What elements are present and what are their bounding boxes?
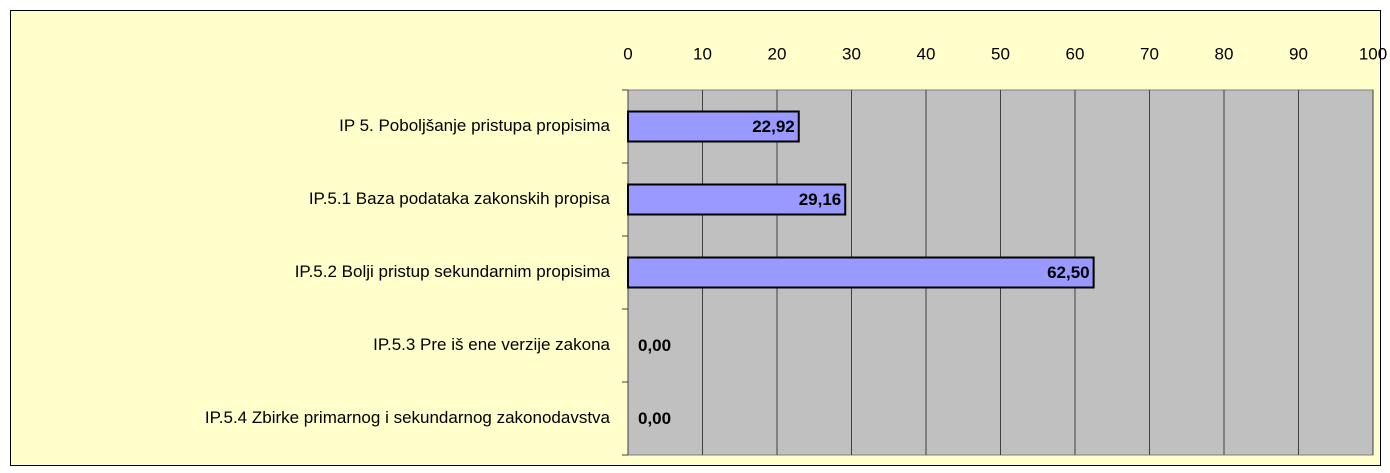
y-tick-label: IP.5.4 Zbirke primarnog i sekundarnog za… <box>205 408 611 427</box>
bar <box>627 256 1095 289</box>
y-tick-label: IP 5. Poboljšanje pristupa propisima <box>339 116 610 135</box>
x-tick-label: 60 <box>1066 44 1085 63</box>
bar <box>627 183 847 216</box>
y-tick-label: IP.5.1 Baza podataka zakonskih propisa <box>309 189 611 208</box>
bar <box>627 110 800 143</box>
x-tick-label: 40 <box>917 44 936 63</box>
y-tick-label: IP.5.3 Pre iš ene verzije zakona <box>373 335 610 354</box>
x-tick-label: 30 <box>842 44 861 63</box>
y-tick-label: IP.5.2 Bolji pristup sekundarnim propisi… <box>295 262 611 281</box>
data-label: 22,92 <box>752 117 795 136</box>
x-tick-label: 0 <box>623 44 632 63</box>
data-label: 62,50 <box>1047 263 1090 282</box>
x-tick-label: 100 <box>1359 44 1387 63</box>
x-tick-label: 90 <box>1289 44 1308 63</box>
x-tick-label: 50 <box>991 44 1010 63</box>
data-label: 0,00 <box>638 409 671 428</box>
data-label: 29,16 <box>799 190 842 209</box>
x-tick-label: 80 <box>1215 44 1234 63</box>
data-label: 0,00 <box>638 336 671 355</box>
x-tick-label: 10 <box>693 44 712 63</box>
x-tick-label: 20 <box>768 44 787 63</box>
x-tick-label: 70 <box>1140 44 1159 63</box>
